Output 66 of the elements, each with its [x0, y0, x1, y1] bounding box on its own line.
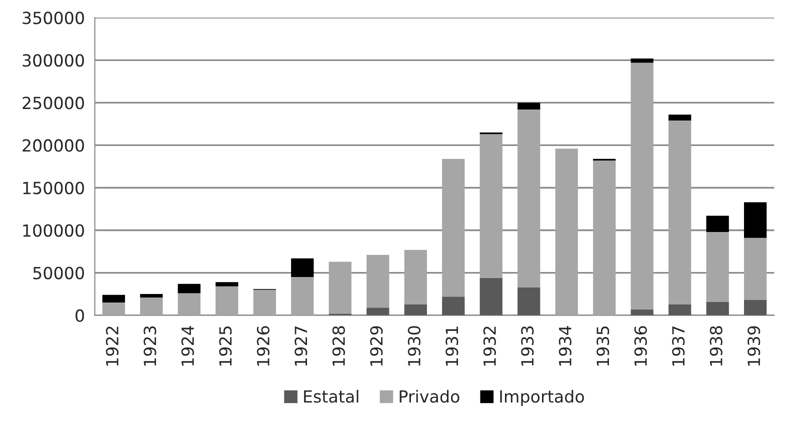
legend-label: Importado — [500, 390, 584, 406]
y-tick-label: 50000 — [33, 266, 84, 280]
bar — [668, 120, 692, 304]
y-tick-label: 300000 — [22, 54, 84, 67]
bar — [518, 287, 540, 316]
bar — [404, 304, 427, 316]
bar — [216, 282, 238, 286]
bar — [404, 250, 427, 304]
y-tick-label: 100000 — [23, 224, 84, 237]
x-tick-label: 1929 — [370, 326, 383, 366]
bar — [518, 102, 540, 110]
bar — [555, 148, 578, 316]
x-tick-label: 1930 — [408, 326, 420, 366]
bar — [253, 290, 276, 316]
bar — [706, 232, 729, 302]
x-tick-label: 1938 — [710, 326, 722, 366]
legend-label: Estatal — [304, 390, 358, 403]
bar — [706, 302, 729, 316]
bar — [216, 286, 238, 316]
y-tick-label: 150000 — [23, 182, 84, 194]
bar — [630, 58, 654, 63]
bar — [328, 262, 352, 314]
bar — [291, 258, 314, 278]
bar — [366, 308, 390, 316]
bar — [593, 160, 616, 316]
x-tick-label: 1931 — [446, 326, 458, 366]
y-tick-label: 350000 — [22, 12, 84, 24]
bar — [744, 300, 767, 316]
bar — [366, 254, 390, 308]
bar — [102, 302, 125, 316]
x-tick-label: 1923 — [144, 326, 156, 366]
bar — [140, 297, 163, 316]
bar — [630, 309, 654, 316]
bar — [518, 109, 540, 288]
x-tick-label: 1924 — [181, 326, 194, 366]
x-tick-label: 1928 — [332, 326, 345, 366]
x-tick-label: 1937 — [672, 326, 685, 366]
bar — [630, 62, 654, 310]
legend-label: Privado — [400, 390, 460, 403]
x-tick-label: 1934 — [558, 326, 572, 366]
x-tick-label: 1935 — [596, 326, 610, 366]
bar — [102, 294, 125, 303]
x-tick-label: 1927 — [294, 326, 308, 366]
y-tick-label: 250000 — [22, 96, 84, 110]
y-tick-label: 0 — [76, 309, 84, 322]
bar — [178, 284, 200, 294]
bar — [140, 294, 163, 298]
bar — [480, 134, 502, 278]
x-tick-label: 1936 — [634, 326, 647, 366]
bar — [480, 278, 502, 316]
bar — [178, 293, 200, 316]
bar — [442, 296, 465, 316]
bar — [668, 304, 692, 316]
y-tick-label: 200000 — [22, 139, 84, 152]
x-tick-label: 1939 — [748, 326, 760, 366]
bar — [706, 216, 729, 232]
bar — [744, 202, 767, 238]
bar — [291, 277, 314, 316]
bar — [744, 238, 767, 300]
x-tick-label: 1925 — [219, 326, 232, 366]
bar — [442, 158, 465, 297]
x-tick-label: 1926 — [256, 326, 270, 366]
x-tick-label: 1932 — [483, 326, 496, 366]
bar — [668, 114, 692, 121]
x-tick-label: 1922 — [106, 326, 119, 366]
x-tick-label: 1933 — [521, 326, 534, 366]
